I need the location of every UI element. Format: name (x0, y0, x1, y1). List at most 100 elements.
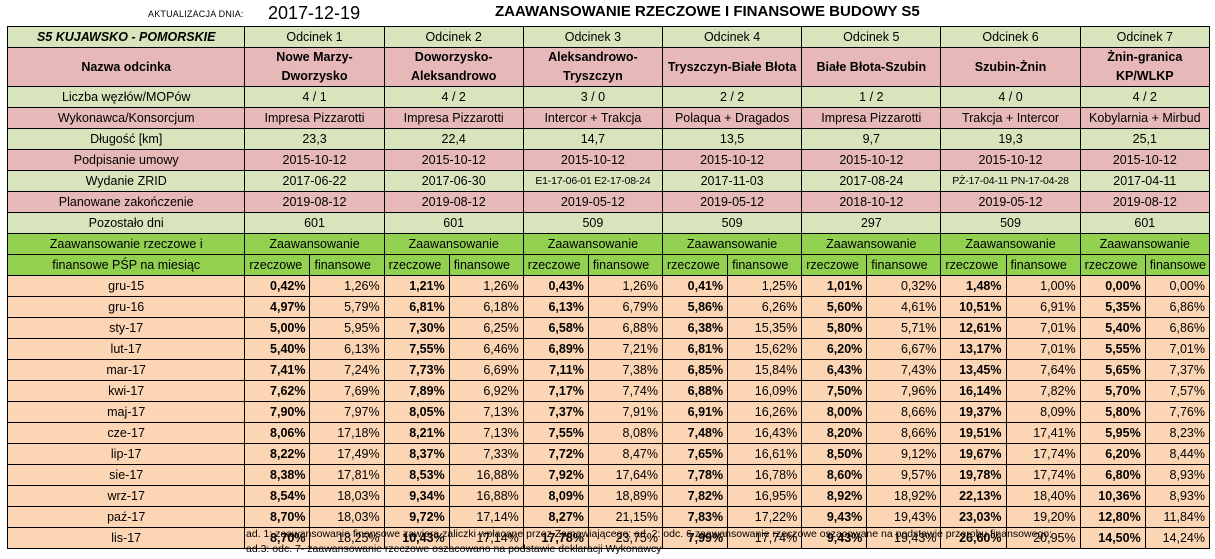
progress-header-label: Zaawansowanie rzeczowe i (6, 233, 246, 255)
financial-progress-cell: 18,03% (309, 506, 385, 528)
material-progress-cell: 5,00% (244, 317, 311, 339)
material-progress-cell: 8,60% (801, 464, 868, 486)
section-zrid-cell: 2017-06-30 (383, 170, 524, 192)
financial-progress-cell: 6,88% (587, 317, 664, 339)
financial-progress-cell: 8,09% (1005, 401, 1081, 423)
financial-progress-cell: 17,74% (1005, 464, 1081, 486)
section-length-cell: 22,4 (383, 128, 524, 150)
financial-progress-cell: 19,20% (1005, 506, 1081, 528)
material-progress-cell: 7,73% (383, 359, 450, 381)
material-progress-cell: 10,51% (940, 296, 1007, 318)
material-progress-cell: 19,51% (940, 422, 1007, 444)
section-signing-cell: 2015-10-12 (244, 149, 385, 171)
month-row: lut-17 5,40% 6,13% 7,55% 6,46% 6,89% 7,21% 6,81… (6, 338, 1211, 360)
material-progress-cell: 16,14% (940, 380, 1007, 402)
financial-progress-cell: 7,37% (1144, 359, 1211, 381)
material-progress-cell: 6,20% (1079, 443, 1146, 465)
material-progress-cell: 7,55% (383, 338, 450, 360)
financial-progress-cell: 7,76% (1144, 401, 1211, 423)
month-label: paź-17 (6, 506, 246, 528)
section-label-cell: Odcinek 5 (801, 26, 942, 48)
month-label: lut-17 (6, 338, 246, 360)
month-label: gru-15 (6, 275, 246, 297)
material-progress-cell: 13,45% (940, 359, 1007, 381)
section-length-cell: 9,7 (801, 128, 942, 150)
material-progress-cell: 8,20% (801, 422, 868, 444)
section-nodes-cell: 4 / 0 (940, 86, 1081, 108)
material-progress-cell: 1,21% (383, 275, 450, 297)
material-progress-cell: 6,88% (661, 380, 729, 402)
zrid-row: Wydanie ZRID 2017-06-22 2017-06-30 E1-17-06… (6, 170, 1211, 192)
section-name-cell: Szubin-Żnin (940, 47, 1081, 87)
month-row: cze-17 8,06% 17,18% 8,21% 7,13% 7,55% 8,08% 7,4… (6, 422, 1211, 444)
section-contractor-cell: Impresa Pizzarotti (801, 107, 942, 129)
section-name-cell: Białe Błota-Szubin (801, 47, 942, 87)
financial-progress-cell: 7,13% (448, 422, 524, 444)
material-progress-cell: 7,78% (661, 464, 729, 486)
month-row: paź-17 8,70% 18,03% 9,72% 17,14% 8,27% 21,15% 7… (6, 506, 1211, 528)
financial-progress-cell: 18,89% (587, 485, 664, 507)
material-progress-cell: 7,55% (522, 422, 589, 444)
section-label-cell: Odcinek 6 (940, 26, 1081, 48)
financial-progress-cell: 11,84% (1144, 506, 1211, 528)
month-label: wrz-17 (6, 485, 246, 507)
material-progress-cell: 7,41% (244, 359, 311, 381)
section-planned-cell: 2019-05-12 (661, 191, 803, 213)
financial-progress-cell: 1,00% (1005, 275, 1081, 297)
financial-progress-cell: 4,61% (866, 296, 942, 318)
financial-progress-cell: 6,13% (309, 338, 385, 360)
material-progress-cell: 9,72% (383, 506, 450, 528)
material-progress-cell: 7,82% (661, 485, 729, 507)
financial-progress-cell: 7,82% (1005, 380, 1081, 402)
section-signing-cell: 2015-10-12 (661, 149, 803, 171)
section-zrid-cell: PŻ-17-04-11 PN-17-04-28 (940, 170, 1081, 192)
section-label-row: S5 KUJAWSKO - POMORSKIE Odcinek 1 Odcinek … (6, 26, 1211, 48)
financial-progress-cell: 7,01% (1005, 338, 1081, 360)
material-subheader: rzeczowe (1079, 254, 1146, 276)
section-planned-cell: 2018-10-12 (801, 191, 942, 213)
progress-table: S5 KUJAWSKO - POMORSKIE Odcinek 1 Odcinek … (6, 26, 1211, 549)
section-contractor-cell: Kobylarnia + Mirbud (1079, 107, 1211, 129)
material-progress-cell: 6,13% (522, 296, 589, 318)
material-progress-cell: 7,99% (661, 527, 729, 549)
progress-header-label: finansowe PŚP na miesiąc (6, 254, 246, 276)
report-header: AKTUALIZACJA DNIA: 2017-12-19 ZAAWANSOWA… (0, 0, 1215, 26)
month-row: gru-15 0,42% 1,26% 1,21% 1,26% 0,43% 1,26% 0,41… (6, 275, 1211, 297)
report-title: ZAAWANSOWANIE RZECZOWE I FINANSOWE BUDOW… (495, 3, 920, 20)
section-contractor-cell: Impresa Pizzarotti (244, 107, 385, 129)
financial-progress-cell: 0,00% (1144, 275, 1211, 297)
footnote-line: ad. 1: zaawansowanie finansowe zawiera z… (246, 528, 1053, 540)
month-label: gru-16 (6, 296, 246, 318)
section-remaining-cell: 601 (383, 212, 524, 234)
progress-subheader-row: finansowe PŚP na miesiąc rzeczowe finansow… (6, 254, 1211, 276)
progress-group-header: Zaawansowanie (1079, 233, 1211, 255)
financial-subheader: finansowe (448, 254, 524, 276)
financial-progress-cell: 1,26% (587, 275, 664, 297)
financial-progress-cell: 17,81% (309, 464, 385, 486)
material-progress-cell: 7,65% (661, 443, 729, 465)
material-progress-cell: 8,70% (244, 527, 311, 549)
material-progress-cell: 0,41% (661, 275, 729, 297)
planned-row: Planowane zakończenie 2019-08-12 2019-08-1… (6, 191, 1211, 213)
row-label: Liczba węzłów/MOPów (6, 86, 246, 108)
section-zrid-cell: 2017-04-11 (1079, 170, 1211, 192)
financial-progress-cell: 17,49% (309, 443, 385, 465)
month-row: lis-17 8,70% 18,25% 10,43% 17,14% 17,78% 23,75… (6, 527, 1211, 549)
material-progress-cell: 5,55% (1079, 338, 1146, 360)
section-planned-cell: 2019-05-12 (522, 191, 664, 213)
material-progress-cell: 6,91% (661, 401, 729, 423)
month-label: lip-17 (6, 443, 246, 465)
financial-progress-cell: 7,74% (587, 380, 664, 402)
section-contractor-cell: Intercor + Trakcja (522, 107, 664, 129)
material-progress-cell: 5,40% (244, 338, 311, 360)
section-zrid-cell: 2017-06-22 (244, 170, 385, 192)
financial-progress-cell: 17,41% (1005, 422, 1081, 444)
material-progress-cell: 6,81% (661, 338, 729, 360)
section-remaining-cell: 601 (1079, 212, 1211, 234)
material-progress-cell: 1,01% (801, 275, 868, 297)
material-progress-cell: 4,97% (244, 296, 311, 318)
financial-progress-cell: 1,26% (309, 275, 385, 297)
material-progress-cell: 5,70% (1079, 380, 1146, 402)
section-length-cell: 13,5 (661, 128, 803, 150)
material-progress-cell: 7,48% (661, 422, 729, 444)
